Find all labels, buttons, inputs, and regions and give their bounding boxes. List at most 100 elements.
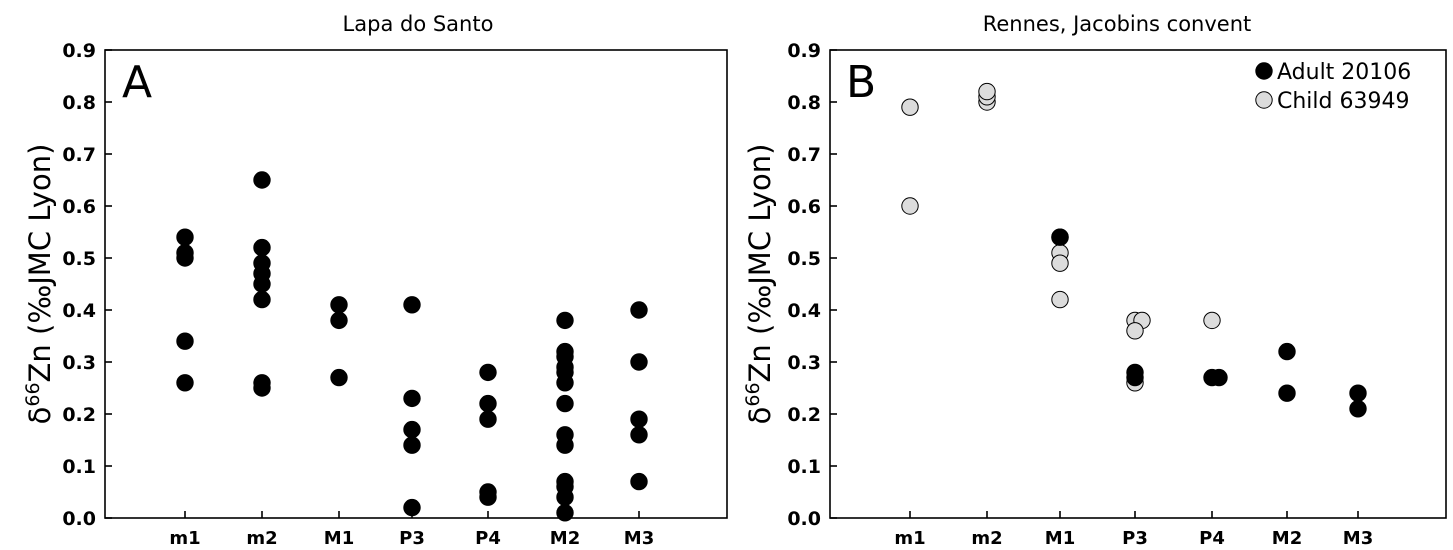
- panel-b-data-point: [1126, 368, 1144, 387]
- panel-b-data-point: [1203, 311, 1221, 330]
- panel-a-data-point: [479, 488, 497, 506]
- panel-b-legend: Adult 20106 Child 63949: [1255, 60, 1411, 114]
- panel-a-data-point: [479, 394, 497, 413]
- panel-a-data-point: [253, 379, 271, 397]
- panel-a-ylabel-prefix: δ: [23, 407, 57, 425]
- panel-b-x-tick-label: M1: [1045, 528, 1075, 549]
- panel-a-plot-frame: [104, 49, 728, 519]
- panel-b-y-axis-label: δ66Zn (‰JMC Lyon): [742, 144, 777, 425]
- panel-a-data-point: [556, 488, 574, 506]
- panel-a-data-point: [403, 296, 421, 314]
- panel-a-y-tick-label: 0.3: [62, 352, 96, 374]
- panel-a-data-point: [479, 363, 497, 382]
- panel-a-y-tick-label: 0.9: [62, 40, 96, 62]
- legend-label: Adult 20106: [1277, 60, 1411, 85]
- panel-a-data-point: [403, 389, 421, 408]
- panel-a-data-point: [253, 290, 271, 309]
- panel-b-data-point: [1126, 322, 1144, 340]
- panel-a-data-point: [253, 275, 271, 293]
- panel-b-letter: B: [846, 57, 876, 108]
- panel-b-data-point: [1278, 384, 1296, 402]
- panel-b-data-point: [1210, 368, 1228, 387]
- panel-a-data-point: [556, 436, 574, 454]
- panel-a-y-tick-label: 0.4: [62, 300, 96, 322]
- panel-a-data-point: [176, 332, 194, 350]
- panel-a-ylabel-rest: Zn (‰JMC Lyon): [23, 144, 57, 383]
- panel-b-x-tick-label: P4: [1199, 528, 1225, 549]
- panel-b-x-tick-label: m2: [971, 528, 1002, 549]
- panel-a-y-tick-label: 0.0: [62, 508, 96, 530]
- panel-a-x-tick-label: m2: [246, 528, 277, 549]
- panel-b-data-point: [1349, 400, 1367, 418]
- panel-b-x-axis: m1 m2 M1 P3 P4 M2 M3: [894, 511, 1373, 549]
- panel-b-y-axis: 0.0 0.1 0.2 0.3 0.4 0.5 0.6 0.7 0.8 0.9: [787, 40, 837, 530]
- panel-a-data-point: [330, 368, 348, 387]
- panel-b-plot-frame: [829, 49, 1447, 519]
- panel-b-y-tick-label: 0.5: [787, 248, 821, 270]
- panel-b-y-tick-label: 0.7: [787, 144, 821, 166]
- panel-b-x-tick-label: m1: [894, 528, 925, 549]
- panel-b-data-point: [1051, 290, 1069, 309]
- panel-a-y-tick-label: 0.2: [62, 404, 96, 426]
- panel-b-y-tick-label: 0.2: [787, 404, 821, 426]
- panel-b-y-tick-label: 0.4: [787, 300, 821, 322]
- panel-a-data-point: [403, 436, 421, 454]
- panel-a-points: [176, 171, 648, 522]
- panel-a-ylabel-sup: 66: [22, 382, 44, 406]
- panel-a-y-tick-label: 0.8: [62, 92, 96, 114]
- panel-b-x-tick-label: P3: [1122, 528, 1148, 549]
- panel-a-data-point: [630, 426, 648, 444]
- panel-b-points: [901, 82, 1367, 418]
- panel-b-y-tick-label: 0.8: [787, 92, 821, 114]
- panel-a-data-point: [330, 311, 348, 330]
- panel-a-data-point: [403, 420, 421, 439]
- panel-b-x-tick-label: M3: [1343, 528, 1373, 549]
- panel-a-data-point: [176, 374, 194, 392]
- panel-a-y-axis: 0.0 0.1 0.2 0.3 0.4 0.5 0.6 0.7 0.8 0.9: [62, 40, 112, 530]
- panel-a-x-tick-label: P4: [475, 528, 501, 549]
- panel-a-data-point: [176, 249, 194, 267]
- panel-a-x-tick-label: m1: [169, 528, 200, 549]
- panel-a-data-point: [630, 353, 648, 371]
- legend-marker: [1255, 62, 1273, 80]
- panel-b-y-tick-label: 0.9: [787, 40, 821, 62]
- panel-a-data-point: [176, 228, 194, 246]
- panel-a-data-point: [630, 410, 648, 428]
- panel-a-title: Lapa do Santo: [343, 12, 494, 36]
- panel-b-y-tick-label: 0.1: [787, 456, 821, 478]
- panel-b-data-point: [1349, 384, 1367, 402]
- panel-a-y-tick-label: 0.7: [62, 144, 96, 166]
- legend-label: Child 63949: [1277, 89, 1409, 114]
- panel-a-x-axis: m1 m2 M1 P3 P4 M2 M3: [169, 511, 654, 549]
- panel-a-data-point: [556, 311, 574, 330]
- panel-b-y-tick-label: 0.3: [787, 352, 821, 374]
- panel-a-data-point: [253, 238, 271, 257]
- panel-a-data-point: [556, 504, 574, 522]
- panel-a-y-axis-label: δ66Zn (‰JMC Lyon): [22, 144, 57, 425]
- panel-b-data-point: [1051, 228, 1069, 246]
- panel-b-data-point: [901, 197, 919, 215]
- panel-a-data-point: [630, 472, 648, 491]
- panel-b-data-point: [1051, 254, 1069, 272]
- panel-a-data-point: [479, 410, 497, 428]
- panel-a-y-tick-label: 0.6: [62, 196, 96, 218]
- panel-b-data-point: [901, 98, 919, 116]
- panel-b-y-tick-label: 0.6: [787, 196, 821, 218]
- panel-b-title: Rennes, Jacobins convent: [983, 12, 1252, 36]
- panel-b-ylabel-sup: 66: [742, 382, 764, 406]
- panel-a-y-tick-label: 0.5: [62, 248, 96, 270]
- panel-a-data-point: [630, 301, 648, 319]
- panel-a: Lapa do Santo A 0.0 0.1 0.2 0.3 0.4 0.5 0.6 0.7…: [22, 12, 728, 549]
- panel-a-x-tick-label: M2: [550, 528, 580, 549]
- panel-a-x-tick-label: P3: [399, 528, 425, 549]
- panel-b-ylabel-prefix: δ: [743, 407, 777, 425]
- panel-b-ylabel-rest: Zn (‰JMC Lyon): [743, 144, 777, 383]
- panel-a-data-point: [556, 394, 574, 413]
- panel-a-data-point: [556, 374, 574, 392]
- panel-a-x-tick-label: M3: [624, 528, 654, 549]
- panel-b-data-point: [978, 82, 996, 101]
- panel-a-data-point: [330, 296, 348, 314]
- legend-marker: [1255, 91, 1273, 109]
- panel-b-x-tick-label: M2: [1272, 528, 1302, 549]
- panel-a-letter: A: [122, 57, 152, 108]
